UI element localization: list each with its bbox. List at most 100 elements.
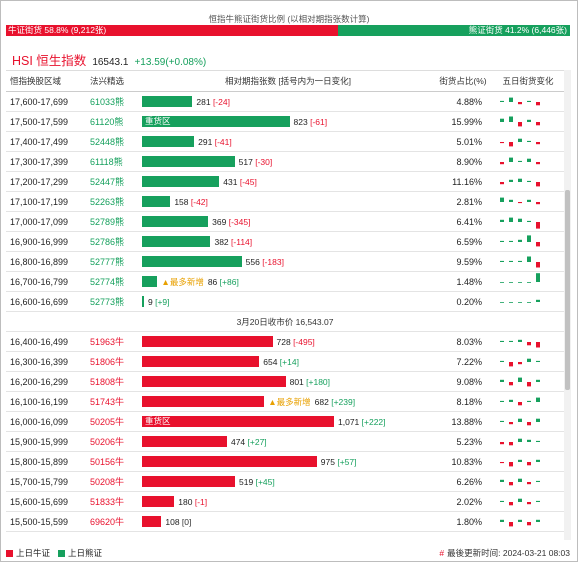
- spark-bar: [527, 235, 531, 242]
- amount-bar-cell: 654 [+14]: [142, 352, 434, 371]
- warrant-code-link[interactable]: 61120熊: [90, 117, 124, 127]
- amount-change: [+14]: [279, 356, 299, 367]
- amount-value: 9 [+9]: [148, 297, 170, 307]
- warrant-code-link[interactable]: 61118熊: [90, 157, 123, 167]
- amount-change: [-24]: [212, 96, 230, 107]
- table-row[interactable]: 17,200-17,299 52447熊 431 [-45] 11.16%: [6, 172, 564, 192]
- amount-value: 108 [0]: [165, 517, 191, 527]
- five-day-change: [492, 452, 564, 471]
- scrollbar[interactable]: [564, 70, 571, 540]
- five-day-change: [492, 372, 564, 391]
- table-row[interactable]: 17,000-17,099 52789熊 369 [-345] 6.41%: [6, 212, 564, 232]
- amount-number: 474: [230, 436, 246, 447]
- spark-bar: [527, 382, 531, 387]
- warrant-code-link[interactable]: 51833牛: [90, 497, 125, 507]
- warrant-code-link[interactable]: 69620牛: [90, 517, 125, 527]
- table-row[interactable]: 17,300-17,399 61118熊 517 [-30] 8.90%: [6, 152, 564, 172]
- amount-number: 158: [174, 196, 189, 207]
- five-day-change: [492, 432, 564, 451]
- amount-bar-cell: 281 [-24]: [142, 92, 434, 111]
- warrant-code-link[interactable]: 51808牛: [90, 377, 125, 387]
- table-row[interactable]: 17,600-17,699 61033熊 281 [-24] 4.88%: [6, 92, 564, 112]
- spark-bar: [500, 442, 504, 445]
- table-row[interactable]: 16,300-16,399 51806牛 654 [+14] 7.22%: [6, 352, 564, 372]
- amount-bar-cell: 369 [-345]: [142, 212, 434, 231]
- warrant-code-link[interactable]: 51743牛: [90, 397, 125, 407]
- scrollbar-thumb[interactable]: [565, 190, 570, 390]
- spark-bar: [536, 242, 540, 247]
- warrant-code-link[interactable]: 52774熊: [90, 277, 125, 287]
- share-percent: 0.20%: [456, 296, 482, 307]
- table-row[interactable]: 16,100-16,199 51743牛 ▲最多新增 682 [+239] 8.18%: [6, 392, 564, 412]
- amount-bar: [142, 456, 317, 467]
- warrant-code-link[interactable]: 52447熊: [90, 177, 125, 187]
- five-day-change: [492, 252, 564, 271]
- spark-bar: [518, 362, 522, 365]
- amount-bar: [142, 276, 158, 287]
- spark-bar: [527, 482, 531, 485]
- spark-bar: [518, 202, 522, 204]
- warrant-code-link[interactable]: 50205牛: [90, 417, 125, 427]
- amount-value: 654 [+14]: [263, 357, 299, 367]
- warrant-code-link[interactable]: 61033熊: [90, 97, 125, 107]
- spark-chart: [500, 418, 540, 426]
- amount-bar: [142, 156, 235, 167]
- table-row[interactable]: 15,500-15,599 69620牛 108 [0] 1.80%: [6, 512, 564, 532]
- amount-number: 682: [314, 396, 329, 407]
- warrant-code-link[interactable]: 50156牛: [90, 457, 125, 467]
- amount-bar-cell: 431 [-45]: [142, 172, 434, 191]
- index-name[interactable]: HSI 恒生指数: [12, 54, 87, 68]
- table-row[interactable]: 15,800-15,899 50156牛 975 [+57] 10.83%: [6, 452, 564, 472]
- amount-number: 108: [165, 516, 180, 527]
- five-day-change: [492, 332, 564, 351]
- amount-value: 158 [-42]: [174, 197, 208, 207]
- table-row[interactable]: 15,600-15,699 51833牛 180 [-1] 2.02%: [6, 492, 564, 512]
- spark-bar: [536, 202, 540, 205]
- last-updated-text: 最後更新时间: 2024-03-21 08:03: [447, 548, 570, 558]
- spark-bar: [509, 482, 513, 486]
- warrant-code-link[interactable]: 52773熊: [90, 297, 125, 307]
- warrant-code-link[interactable]: 52789熊: [90, 217, 125, 227]
- table-row[interactable]: 15,900-15,999 50206牛 474 [+27] 5.23%: [6, 432, 564, 452]
- header-spark: 五日街货变化: [502, 76, 554, 86]
- table-row[interactable]: 17,100-17,199 52263熊 158 [-42] 2.81%: [6, 192, 564, 212]
- table-row[interactable]: 16,400-16,499 51963牛 728 [-495] 8.03%: [6, 332, 564, 352]
- spark-bar: [518, 239, 522, 242]
- table-row[interactable]: 16,000-16,099 50205牛 重货区 1,071 [+222] 13.88%: [6, 412, 564, 432]
- share-percent: 6.26%: [456, 476, 482, 487]
- spark-bar: [500, 340, 504, 342]
- table-row[interactable]: 17,400-17,499 52448熊 291 [-41] 5.01%: [6, 132, 564, 152]
- table-row[interactable]: 16,900-16,999 52786熊 382 [-114] 6.59%: [6, 232, 564, 252]
- table-row[interactable]: 16,200-16,299 51808牛 801 [+180] 9.08%: [6, 372, 564, 392]
- table-row[interactable]: 16,600-16,699 52773熊 9 [+9] 0.20%: [6, 292, 564, 312]
- spark-bar: [518, 402, 522, 406]
- table-row[interactable]: 16,800-16,899 52777熊 556 [-183] 9.59%: [6, 252, 564, 272]
- spark-bar: [500, 360, 504, 362]
- warrant-code-link[interactable]: 52777熊: [90, 257, 125, 267]
- warrant-code-link[interactable]: 50208牛: [90, 477, 125, 487]
- amount-change: [-45]: [239, 176, 257, 187]
- warrant-code-link[interactable]: 51963牛: [90, 337, 125, 347]
- spark-bar: [509, 157, 513, 162]
- spark-bar: [518, 339, 522, 342]
- amount-number: 519: [239, 476, 254, 487]
- amount-change: [-495]: [293, 336, 315, 347]
- warrant-code-link[interactable]: 52263熊: [90, 197, 125, 207]
- spark-bar: [500, 162, 504, 165]
- table-row[interactable]: 16,700-16,799 52774熊 ▲最多新增 86 [+86] 1.48%: [6, 272, 564, 292]
- range-cell: 17,100-17,199: [10, 196, 69, 207]
- warrant-code-link[interactable]: 51806牛: [90, 357, 125, 367]
- amount-bar: [142, 296, 144, 307]
- warrant-code-link[interactable]: 52448熊: [90, 137, 125, 147]
- warrant-code-link[interactable]: 50206牛: [90, 437, 125, 447]
- spark-bar: [518, 218, 522, 222]
- table-row[interactable]: 15,700-15,799 50208牛 519 [+45] 6.26%: [6, 472, 564, 492]
- warrant-code-link[interactable]: 52786熊: [90, 237, 125, 247]
- spark-bar: [509, 260, 513, 262]
- spark-bar: [509, 502, 513, 506]
- spark-bar: [509, 217, 513, 222]
- spark-bar: [500, 500, 504, 502]
- table-row[interactable]: 17,500-17,599 61120熊 重货区 823 [-61] 15.99%: [6, 112, 564, 132]
- table-header: 恒指换股区域 法兴精选 相对期指张数 [括号内为一日变化] 街货占比(%) 五日…: [6, 70, 564, 92]
- amount-number: 180: [178, 496, 193, 507]
